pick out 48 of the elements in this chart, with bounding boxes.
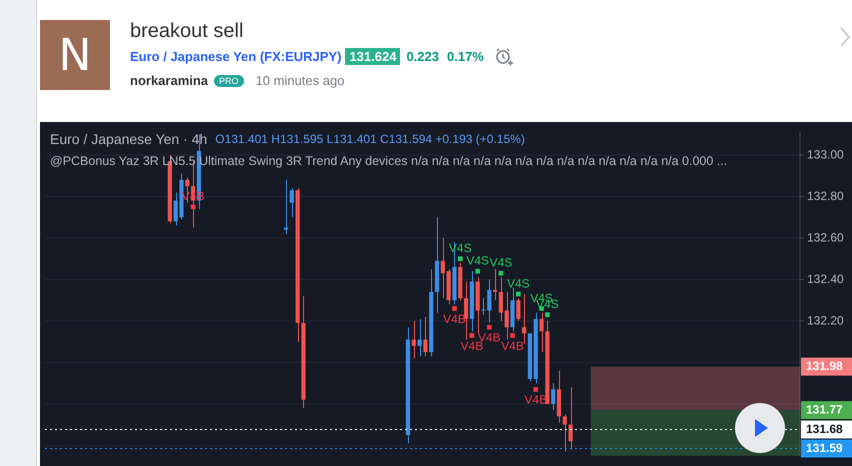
candlestick [522, 294, 526, 344]
point [510, 333, 515, 338]
point [545, 312, 550, 318]
text: norkaramina [130, 73, 208, 88]
text: 10 minutes ago [256, 73, 344, 88]
point [486, 324, 492, 330]
point [190, 204, 196, 210]
point [452, 306, 457, 311]
y-tick-label: 132.20 [807, 313, 844, 328]
text: V4S [490, 256, 512, 270]
chart-title: breakout sell [130, 20, 244, 43]
point [470, 333, 474, 338]
candlestick [539, 312, 544, 353]
y-tick-label: 132.80 [807, 188, 844, 203]
y-tick-label: 132.60 [807, 230, 844, 244]
text: V4S [466, 253, 490, 268]
text: 0.17% [447, 49, 484, 64]
candlestick [568, 386, 573, 450]
y-tick-label: 133.00 [807, 147, 844, 162]
chart-subtitle: Euro / Japanese Yen (FX:EURJPY) [130, 49, 342, 64]
ref-line-label: 131.59 [806, 440, 844, 455]
candlestick [516, 298, 520, 322]
candlestick [418, 318, 422, 357]
candlestick [493, 268, 498, 301]
ref-line-label: 131.68 [806, 422, 844, 436]
text: 0.223 [406, 49, 439, 64]
text: PRO [214, 75, 244, 87]
point [533, 387, 538, 392]
band-label: 131.77 [806, 402, 844, 416]
candlestick [464, 281, 468, 340]
text: V4B [501, 338, 524, 353]
avatar: N [40, 20, 110, 90]
candlestick [290, 188, 294, 218]
candlestick [551, 382, 556, 411]
point [516, 292, 521, 296]
annotation: O131.401 H131.595 L131.401 C131.594 +0.193 (+0.15%) [215, 132, 525, 146]
text: V4S [506, 276, 530, 290]
candlestick [412, 320, 416, 359]
point [498, 270, 504, 276]
point [458, 256, 463, 262]
text: 131.624 [345, 48, 400, 65]
candlestick [562, 414, 567, 452]
text: V4B [443, 312, 466, 326]
y-tick-label: 132.40 [807, 272, 844, 286]
candlestick [284, 179, 288, 234]
point [475, 268, 480, 274]
candlestick [423, 316, 428, 357]
band-label: 131.98 [806, 358, 844, 373]
